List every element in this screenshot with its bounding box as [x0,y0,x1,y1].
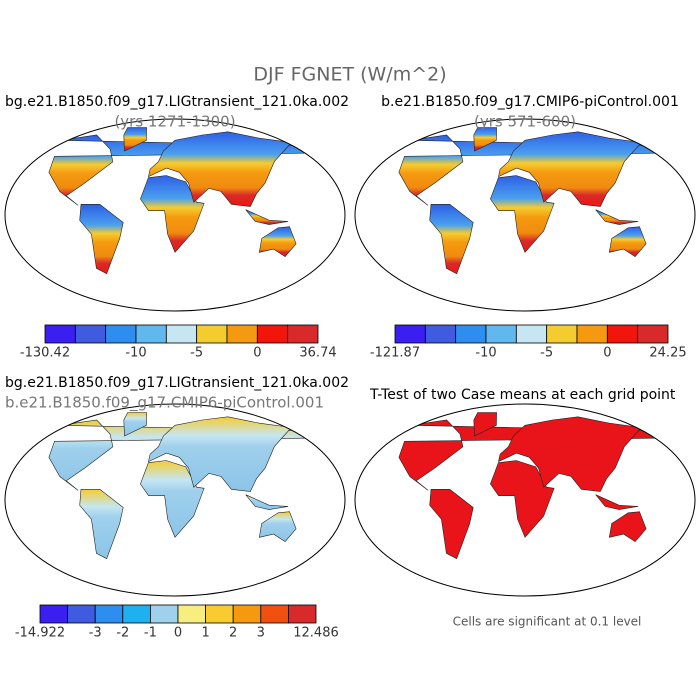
colorbar-swatch [196,324,228,344]
panel-title: bg.e21.B1850.f09_g17.LIGtransient_121.0k… [5,94,349,110]
colorbar-swatch [606,324,639,344]
map [398,412,664,596]
land [429,488,474,560]
colorbar-swatch [122,604,151,624]
colorbar-swatch [546,324,578,344]
colorbar-label: 0 [253,346,261,361]
colorbar-swatch [424,324,457,344]
colorbar-swatch [287,324,319,344]
panel-title: b.e21.B1850.f09_g17.CMIP6-piControl.001 [381,94,679,110]
land [140,175,205,253]
land [608,511,647,542]
colorbar-swatch [576,324,608,344]
colorbar-swatch [256,324,289,344]
colorbar-label: -14.922 [15,626,65,641]
colorbar-swatch [44,324,76,344]
land [595,494,639,510]
land [123,412,147,437]
colorbar-label: 3 [257,626,265,641]
colorbar-swatch [394,324,426,344]
land [608,226,647,257]
map [48,127,314,311]
map-border [4,403,346,597]
colorbar-swatch [205,604,234,624]
colorbar-swatch [177,604,207,624]
colorbar-label: -5 [190,346,203,361]
colorbar-swatch [455,324,487,344]
map [48,412,314,596]
colorbar-swatch [67,604,96,624]
colorbar-swatch [74,324,107,344]
colorbar-swatch [226,324,258,344]
land [148,416,293,492]
colorbar-label: 36.74 [299,346,336,361]
panel-subtitle: (yrs 571-600) [474,113,576,131]
colorbar-label: 1 [201,626,209,641]
land [79,488,124,560]
map-border [354,118,696,312]
colorbar-label: -130.42 [20,346,70,361]
figure-title: DJF FGNET (W/m^2) [253,64,446,86]
colorbar-label: -2 [116,626,129,641]
land [595,209,639,225]
colorbar-swatch [232,604,262,624]
colorbar-swatch [485,324,517,344]
map-border [4,118,346,312]
land [140,460,205,538]
colorbar-label: -3 [89,626,102,641]
colorbar-label: -121.87 [370,346,420,361]
colorbar-swatch [165,324,198,344]
colorbar-swatch [149,604,179,624]
colorbar-swatch [637,324,669,344]
land [473,127,497,152]
colorbar-label: -10 [475,346,496,361]
land [473,412,497,437]
colorbar-swatch [94,604,124,624]
colorbar-label: 2 [229,626,237,641]
land [79,204,124,275]
panel-title: T-Test of two Case means at each grid po… [369,387,676,403]
colorbar-swatch [135,324,167,344]
panel-title: bg.e21.B1850.f09_g17.LIGtransient_121.0k… [5,375,349,391]
land [498,416,643,492]
colorbar-swatch [105,324,137,344]
land [429,204,474,275]
colorbar-swatch [260,604,289,624]
colorbar-label: 0 [174,626,182,641]
land [123,127,147,152]
colorbar-label: -10 [125,346,146,361]
colorbar-label: -1 [144,626,157,641]
colorbar-swatch [287,604,317,624]
panel-subtitle: (yrs 1271-1300) [114,113,235,131]
colorbar-swatch [515,324,548,344]
panel-note: Cells are significant at 0.1 level [453,615,642,629]
land [258,511,297,542]
map-border [354,403,696,597]
land [258,226,297,257]
land [148,131,293,207]
map [398,127,664,311]
colorbar-label: 0 [603,346,611,361]
panel-subtitle: b.e21.B1850.f09_g17.CMIP6-piControl.001 [5,394,324,413]
land [490,175,555,253]
land [245,494,289,510]
land [498,131,643,207]
land [490,460,555,538]
colorbar-swatch [39,604,69,624]
colorbar-label: -5 [540,346,553,361]
colorbar-label: 12.486 [293,626,339,641]
land [245,209,289,225]
colorbar-label: 24.25 [649,346,686,361]
